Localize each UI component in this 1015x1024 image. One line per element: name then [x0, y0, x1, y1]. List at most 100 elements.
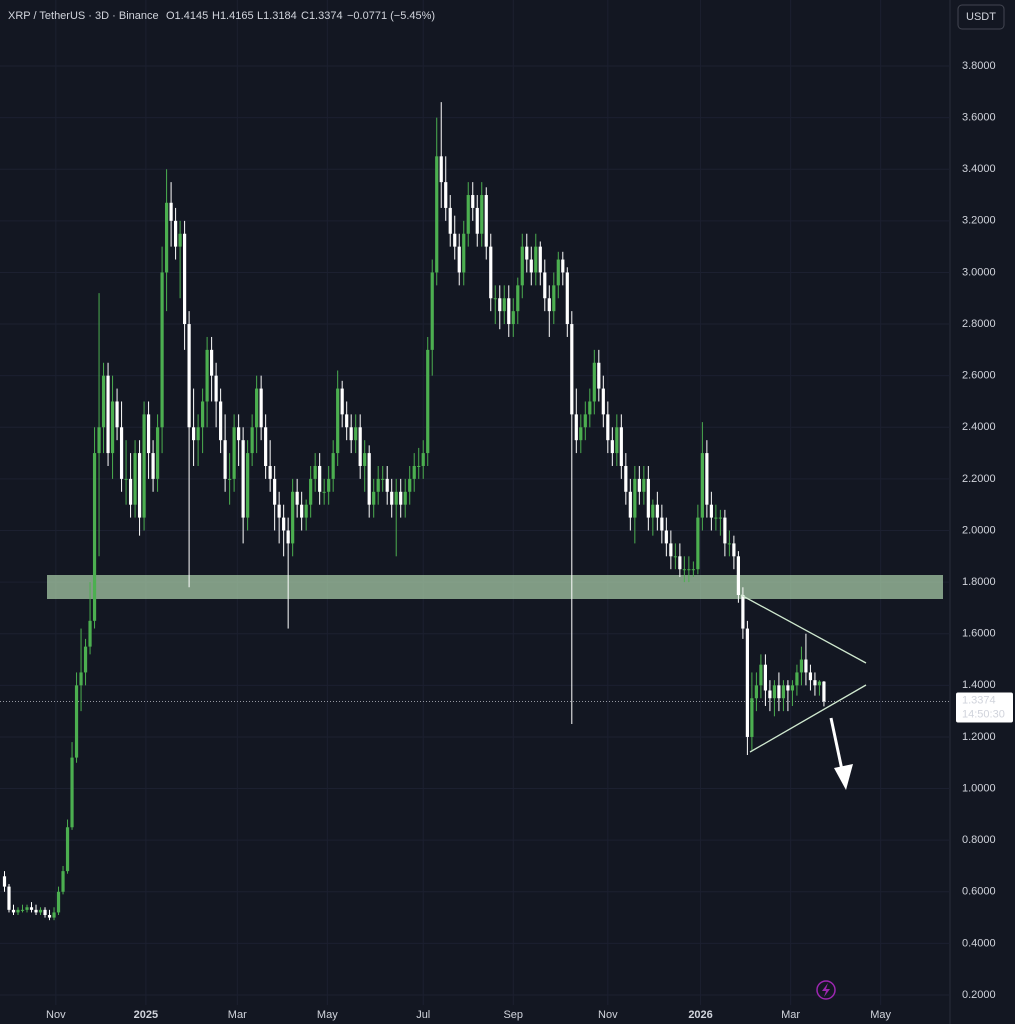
candle-body	[210, 349, 214, 376]
candle-body	[277, 504, 281, 518]
candle-body	[412, 465, 416, 479]
candle-body	[781, 685, 786, 699]
x-tick-label: Nov	[46, 1009, 66, 1021]
candle-body	[417, 465, 421, 467]
candles	[2, 102, 826, 921]
candle-body	[363, 453, 367, 466]
candle-body	[372, 491, 376, 505]
candle-body	[173, 220, 178, 247]
candle-body	[592, 362, 596, 402]
candle-body	[574, 414, 578, 441]
candle-body	[718, 517, 722, 519]
candle-body	[146, 414, 151, 454]
candle-body	[601, 388, 605, 415]
candle-body	[457, 246, 461, 273]
candle-body	[583, 414, 587, 428]
currency[interactable]: USDT	[966, 11, 996, 23]
candle-body	[534, 246, 538, 273]
x-tick-label: Nov	[598, 1009, 618, 1021]
candle-body	[331, 453, 335, 479]
candle-body	[525, 246, 529, 260]
candle-body	[264, 427, 268, 466]
candle-body	[367, 453, 371, 505]
candle-body	[399, 491, 403, 505]
candle-body	[259, 388, 263, 428]
alert-circle	[816, 980, 836, 1000]
candle-body	[772, 685, 777, 699]
candle-body	[669, 543, 673, 557]
candle-body	[511, 311, 515, 325]
axes: 0.2000 0.4000 0.6000 0.8000 1.0000 1.2000 1.40…	[46, 60, 1013, 1021]
y-tick-label: 1.0000	[962, 782, 996, 794]
candle-body	[223, 440, 227, 479]
y-tick-label: 1.2000	[962, 731, 996, 743]
candle-body	[74, 685, 79, 758]
candle-body	[498, 298, 502, 312]
candle-body	[709, 504, 713, 518]
candle-body	[714, 517, 718, 519]
y-tick-label: 2.2000	[962, 473, 996, 485]
candle-body	[228, 478, 232, 480]
candle-body	[160, 272, 164, 428]
symbol-title: XRP / TetherUS · 3D · Binance	[8, 10, 159, 22]
alert-icon	[816, 980, 836, 1000]
candle-body	[313, 465, 317, 479]
candle-body	[318, 465, 322, 492]
candle-body	[65, 827, 70, 872]
currency-box[interactable]	[957, 4, 1005, 30]
candle-body	[565, 272, 569, 325]
candle-body	[106, 375, 110, 454]
candle-body	[56, 891, 61, 913]
candle-body	[295, 491, 299, 505]
candle-body	[471, 195, 475, 208]
candle-body	[358, 427, 362, 466]
candle-body	[385, 478, 389, 492]
candle-body	[570, 324, 574, 415]
candle-body	[164, 202, 169, 273]
candle-body	[493, 298, 497, 300]
candle-body	[394, 491, 398, 505]
candle-body	[29, 907, 34, 910]
support-zone	[47, 575, 943, 599]
candle-body	[101, 375, 106, 428]
candle-body	[381, 478, 385, 480]
candle-body	[480, 195, 484, 234]
candle-body	[606, 414, 610, 441]
y-tick-label: 2.6000	[962, 370, 996, 382]
candle-body	[246, 453, 250, 518]
candle-body	[390, 491, 394, 505]
candle-body	[642, 478, 646, 492]
candle-body	[70, 757, 74, 828]
candle-body	[804, 659, 808, 673]
candle-body	[579, 427, 583, 441]
candle-body	[421, 453, 425, 466]
candle-body	[327, 478, 331, 492]
candle-body	[291, 491, 295, 544]
candle-body	[137, 453, 142, 518]
candle-body	[97, 427, 101, 454]
candle-body	[79, 672, 83, 686]
y-tick-label: 1.4000	[962, 679, 996, 691]
legend-low: L1.3184	[257, 10, 297, 22]
y-tick-label: 3.2000	[962, 215, 996, 227]
legend-open: O1.4145	[166, 10, 208, 22]
candle-body	[426, 349, 430, 454]
candle-body	[723, 517, 727, 544]
candle-body	[286, 530, 290, 544]
candle-body	[309, 478, 313, 505]
candle-body	[624, 465, 628, 492]
candle-body	[2, 876, 7, 887]
candle-body	[187, 324, 191, 428]
candle-body	[759, 664, 763, 686]
candle-body	[700, 453, 704, 518]
x-tick-label: 2026	[688, 1009, 712, 1021]
x-tick-label: May	[870, 1009, 891, 1021]
candle-body	[475, 207, 479, 234]
candle-body	[786, 685, 790, 691]
arrow-head	[834, 764, 853, 790]
candle-body	[110, 401, 115, 454]
candle-body	[20, 909, 25, 911]
candle-body	[466, 195, 470, 234]
candle-body	[345, 414, 349, 428]
y-tick-label: 0.6000	[962, 886, 996, 898]
